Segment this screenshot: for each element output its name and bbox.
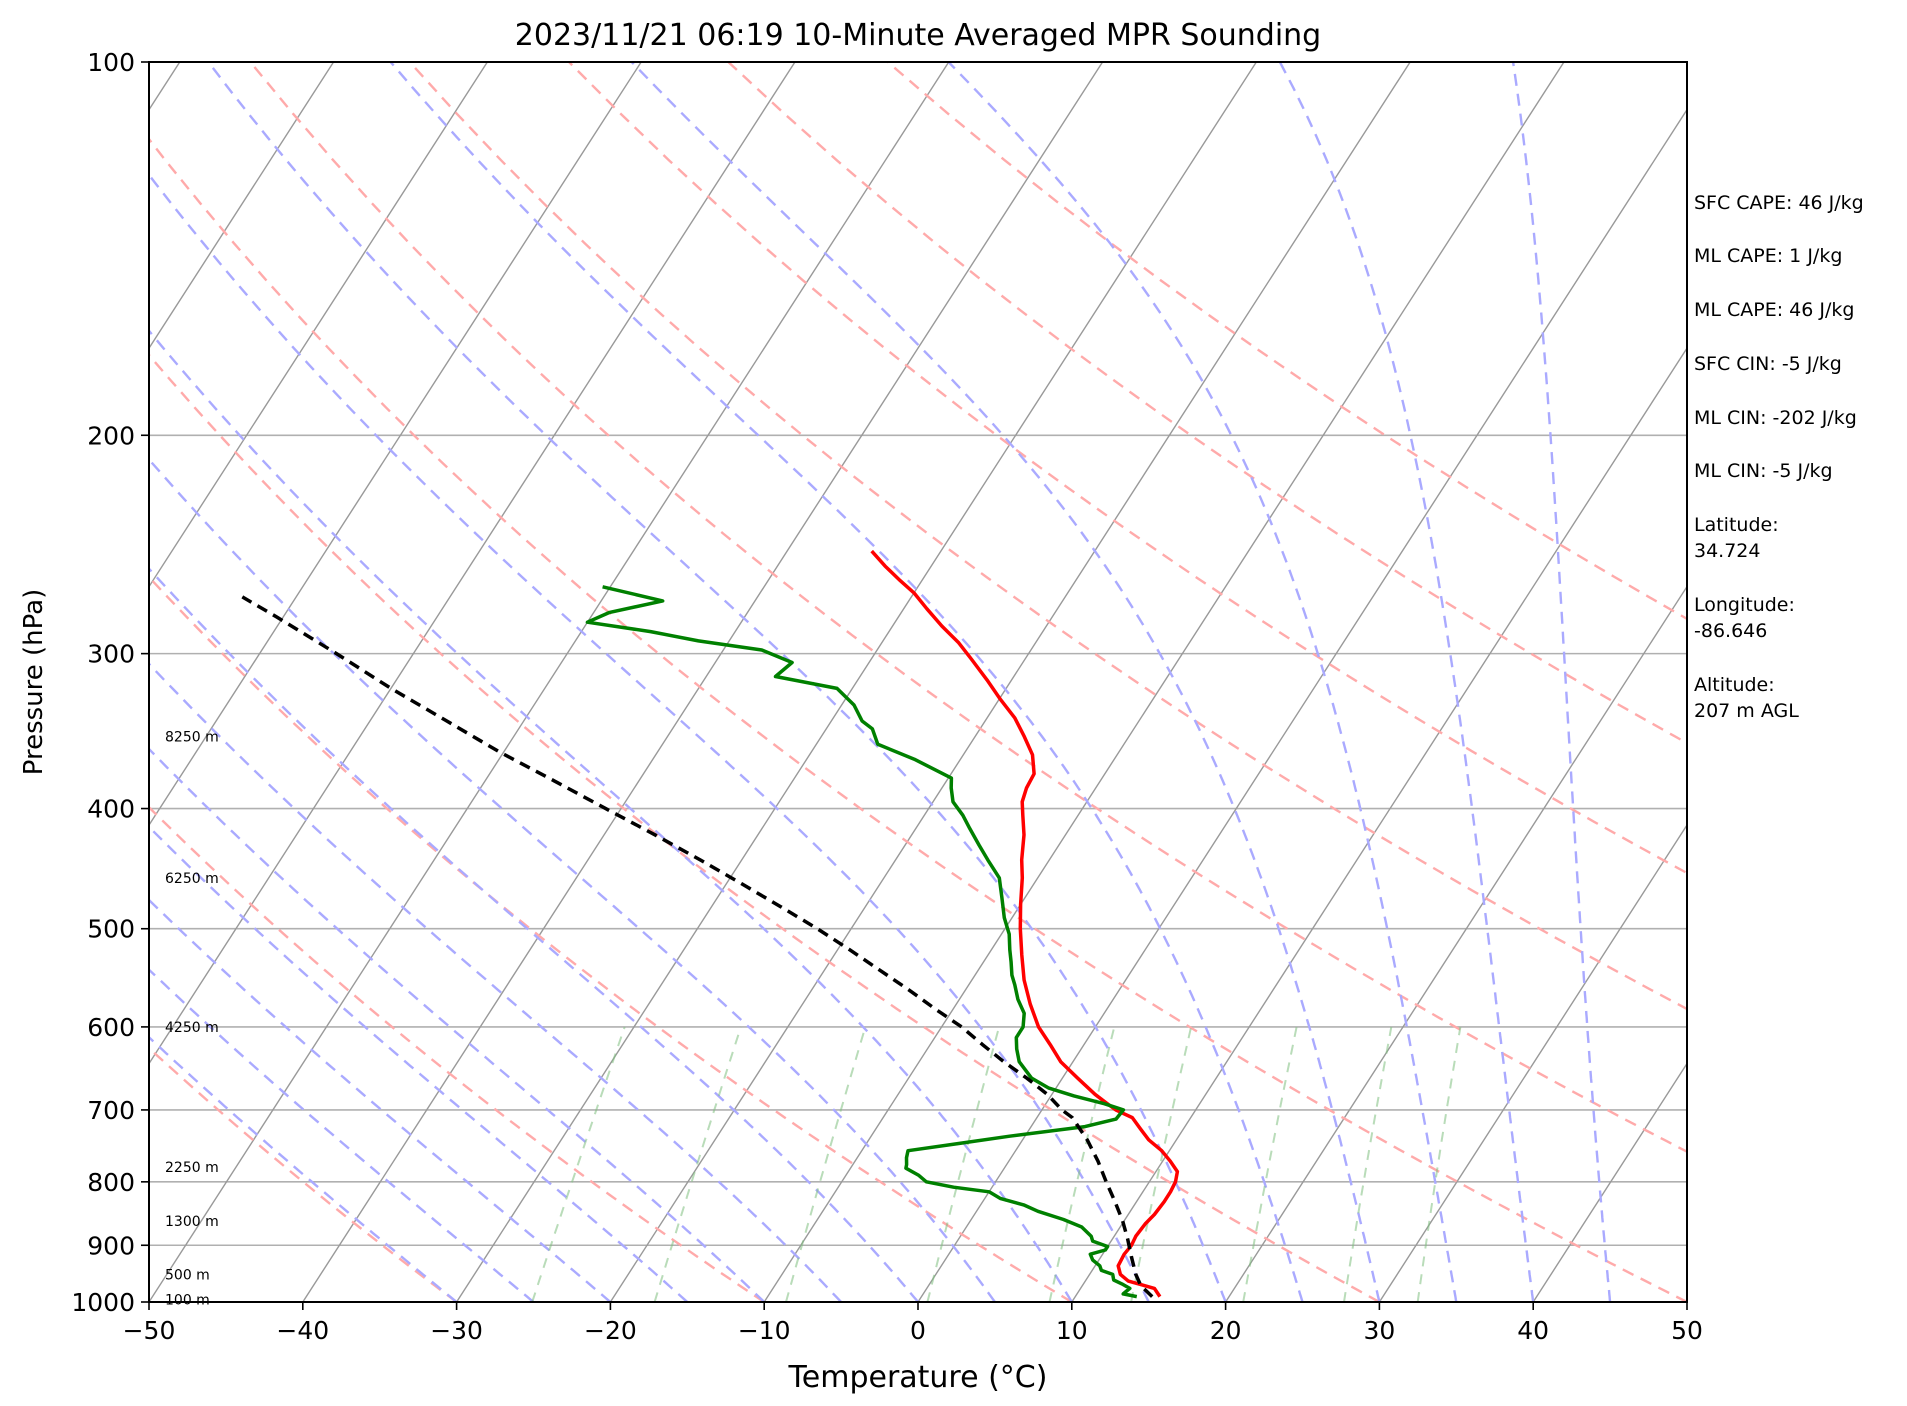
y-tick-label: 700 — [87, 1096, 135, 1125]
mixing-ratio-line — [1416, 1026, 1462, 1302]
y-tick-label: 800 — [87, 1168, 135, 1197]
isotherm-line — [1225, 585, 1687, 1302]
y-tick-label: 200 — [87, 421, 135, 450]
height-label: 1300 m — [165, 1214, 219, 1230]
x-tick-label: 50 — [1671, 1316, 1703, 1345]
isotherm-line — [456, 62, 1257, 1302]
mixing-ratio-line — [1130, 1026, 1193, 1302]
y-tick-label: 500 — [87, 915, 135, 944]
mixing-ratio-line — [926, 1026, 1001, 1302]
height-label: 500 m — [165, 1267, 210, 1283]
x-tick-label: −20 — [584, 1316, 637, 1345]
moist-adiabat-line — [389, 62, 1304, 1302]
x-axis-label: Temperature (°C) — [788, 1360, 1048, 1395]
x-tick-label: 10 — [1056, 1316, 1088, 1345]
moist-adiabat-line — [149, 457, 996, 1302]
mixing-ratio-line — [653, 1026, 742, 1302]
x-tick-label: 40 — [1517, 1316, 1549, 1345]
reference-lines — [149, 62, 1687, 1302]
isotherm-line — [1071, 346, 1687, 1302]
x-tick-label: −30 — [430, 1316, 483, 1345]
mixing-ratio-line — [785, 1026, 867, 1302]
moist-adiabat-line — [149, 566, 919, 1302]
mixing-ratio-line — [1048, 1026, 1116, 1302]
y-tick-label: 400 — [87, 795, 135, 824]
altitude-label: Altitude: — [1694, 674, 1775, 696]
height-label: 6250 m — [165, 871, 219, 887]
moist-adiabat-line — [1278, 62, 1535, 1302]
y-tick-label: 300 — [87, 640, 135, 669]
isotherm-line — [302, 62, 1104, 1302]
sounding-series — [241, 549, 1180, 1299]
moist-adiabat-line — [149, 662, 842, 1302]
dry-adiabat-line — [727, 62, 1687, 745]
mixing-ratio-line — [1343, 1026, 1393, 1302]
isotherm-line — [149, 62, 335, 350]
dry-adiabat-line — [149, 575, 1073, 1302]
isotherm-line — [1532, 1062, 1687, 1302]
y-tick-label: 600 — [87, 1013, 135, 1042]
x-tick-label: 20 — [1210, 1316, 1242, 1345]
y-tick-label: 100 — [87, 48, 135, 77]
dry-adiabat-line — [568, 62, 1687, 875]
x-tick-label: −40 — [276, 1316, 329, 1345]
mixing-ratio-line — [531, 1026, 626, 1302]
height-labels: 8250 m 6250 m 4250 m 2250 m 1300 m 500 m 100 m — [165, 730, 219, 1309]
moist-adiabat-line — [149, 172, 1150, 1302]
isotherm-line — [149, 62, 488, 588]
isotherm-line — [763, 62, 1565, 1302]
stat-ml-cin-2: ML CIN: -5 J/kg — [1694, 460, 1833, 482]
chart-title: 2023/11/21 06:19 10-Minute Averaged MPR … — [515, 18, 1321, 53]
isotherm-line — [149, 62, 796, 1065]
moist-adiabat-line — [149, 747, 766, 1302]
stat-ml-cape-2: ML CAPE: 46 J/kg — [1694, 299, 1855, 321]
dry-adiabat-line — [149, 353, 1380, 1302]
longitude-label: Longitude: — [1694, 594, 1795, 616]
longitude-value: -86.646 — [1694, 620, 1768, 642]
altitude-value: 207 m AGL — [1694, 700, 1799, 722]
moist-adiabat-line — [149, 328, 1073, 1302]
x-tick-label: 30 — [1363, 1316, 1395, 1345]
y-tick-label: 1000 — [71, 1288, 135, 1317]
latitude-value: 34.724 — [1694, 540, 1761, 562]
moist-adiabat-line — [630, 62, 1381, 1302]
height-label: 4250 m — [165, 1020, 219, 1036]
axis-ticks: −50 −40 −30 −20 −10 0 10 20 30 40 50 100 200 300 400 50… — [71, 48, 1703, 1345]
parcel-path-line — [241, 595, 1154, 1298]
stat-ml-cin-1: ML CIN: -202 J/kg — [1694, 407, 1857, 429]
stat-sfc-cape: SFC CAPE: 46 J/kg — [1694, 192, 1864, 214]
dry-adiabat-line — [149, 1046, 458, 1302]
isotherm-line — [609, 62, 1411, 1302]
stat-sfc-cin: SFC CIN: -5 J/kg — [1694, 353, 1842, 375]
isotherm-line — [149, 62, 950, 1302]
dry-adiabat-line — [149, 137, 1687, 1302]
x-tick-label: −10 — [738, 1316, 791, 1345]
y-axis-label: Pressure (hPa) — [19, 589, 49, 776]
isotherm-line — [917, 108, 1687, 1302]
moist-adiabat-line — [1511, 62, 1612, 1302]
isotherm-line — [1378, 823, 1687, 1302]
y-tick-label: 900 — [87, 1231, 135, 1260]
x-tick-label: −50 — [123, 1316, 176, 1345]
height-label: 2250 m — [165, 1160, 219, 1176]
latitude-label: Latitude: — [1694, 514, 1779, 536]
dry-adiabat-line — [408, 62, 1687, 1011]
height-label: 8250 m — [165, 730, 219, 746]
stat-ml-cape-1: ML CAPE: 1 J/kg — [1694, 245, 1843, 267]
temperature-line — [870, 549, 1180, 1298]
mixing-ratio-line — [1242, 1026, 1298, 1302]
dewpoint-line — [585, 585, 1138, 1299]
isotherm-line — [149, 62, 642, 827]
x-tick-label: 0 — [910, 1316, 926, 1345]
dry-adiabat-line — [886, 62, 1687, 621]
moist-adiabat-line — [947, 62, 1458, 1302]
height-label: 100 m — [165, 1292, 210, 1308]
